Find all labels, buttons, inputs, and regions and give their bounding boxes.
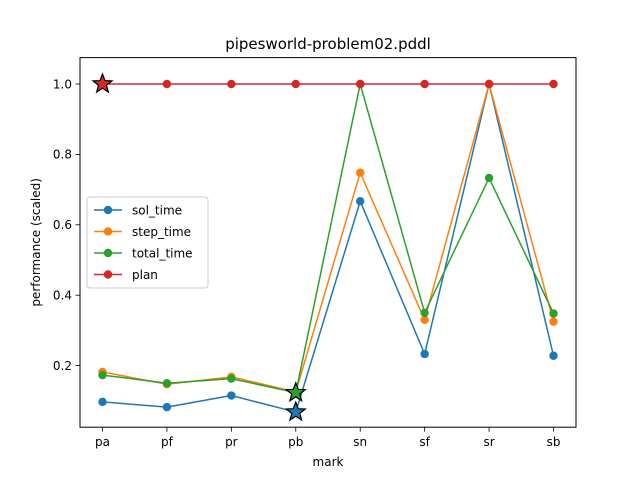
y-axis-label: performance (scaled) xyxy=(29,178,43,307)
point-total_time-pf xyxy=(162,379,172,388)
legend-marker-total_time xyxy=(103,248,113,258)
point-plan-sr xyxy=(484,79,494,89)
point-sol_time-pa xyxy=(98,397,107,407)
x-tick-label-pr: pr xyxy=(225,435,238,449)
y-tick-label-0.2: 0.2 xyxy=(53,359,72,373)
axes-frame xyxy=(79,57,577,428)
point-total_time-sf xyxy=(420,308,429,317)
x-tick-label-pf: pf xyxy=(161,435,174,449)
point-plan-pb xyxy=(291,79,300,89)
y-tick-label-0.8: 0.8 xyxy=(53,148,72,162)
point-sol_time-sn xyxy=(356,197,365,206)
x-tick-label-sf: sf xyxy=(419,435,430,449)
x-tick-label-sr: sr xyxy=(483,435,494,449)
star-marker-total_time-pb xyxy=(284,380,307,403)
point-plan-pf xyxy=(162,79,172,89)
x-axis-label: mark xyxy=(313,455,344,469)
series-line-total_time xyxy=(102,83,555,394)
point-step_time-sf xyxy=(420,315,429,325)
point-plan-sb xyxy=(549,79,558,89)
axis-ticks: pa pf pr pb sn sf sr sb 0.2 0.4 0.6 0.8 1.0 xyxy=(53,77,561,449)
star-marker-sol_time-pb xyxy=(284,400,307,422)
point-total_time-sb xyxy=(549,309,558,318)
y-tick-label-0.4: 0.4 xyxy=(53,289,72,303)
series-line-sol_time xyxy=(102,83,555,413)
star-marker-plan-pa xyxy=(91,72,114,94)
chart-title: pipesworld-problem02.pddl xyxy=(225,35,431,53)
y-tick-label-0.6: 0.6 xyxy=(53,218,72,232)
legend-label-sol_time: sol_time xyxy=(132,203,182,217)
y-tick-label-1.0: 1.0 xyxy=(53,77,72,91)
legend-marker-plan xyxy=(103,270,113,279)
x-tick-label-pb: pb xyxy=(288,435,303,449)
point-step_time-sn xyxy=(356,168,365,177)
legend-box xyxy=(86,196,209,289)
point-total_time-sr xyxy=(484,173,494,183)
x-tick-label-sn: sn xyxy=(353,435,367,449)
point-plan-pr xyxy=(227,79,236,89)
point-total_time-pr xyxy=(227,374,236,383)
point-sol_time-sf xyxy=(420,349,429,359)
legend-label-total_time: total_time xyxy=(132,246,193,260)
x-tick-label-sb: sb xyxy=(547,435,561,449)
legend-marker-sol_time xyxy=(103,205,113,215)
point-sol_time-sb xyxy=(549,351,558,360)
legend-marker-step_time xyxy=(103,227,113,236)
point-sol_time-pr xyxy=(227,391,236,400)
point-sol_time-pf xyxy=(162,402,172,412)
legend-label-plan: plan xyxy=(132,268,158,282)
x-tick-label-pa: pa xyxy=(95,435,110,449)
legend-label-step_time: step_time xyxy=(132,225,191,239)
point-plan-sn xyxy=(356,79,365,89)
point-step_time-sb xyxy=(549,317,558,326)
plot-area xyxy=(91,72,558,422)
point-total_time-pa xyxy=(98,370,107,380)
point-plan-sf xyxy=(420,79,429,89)
